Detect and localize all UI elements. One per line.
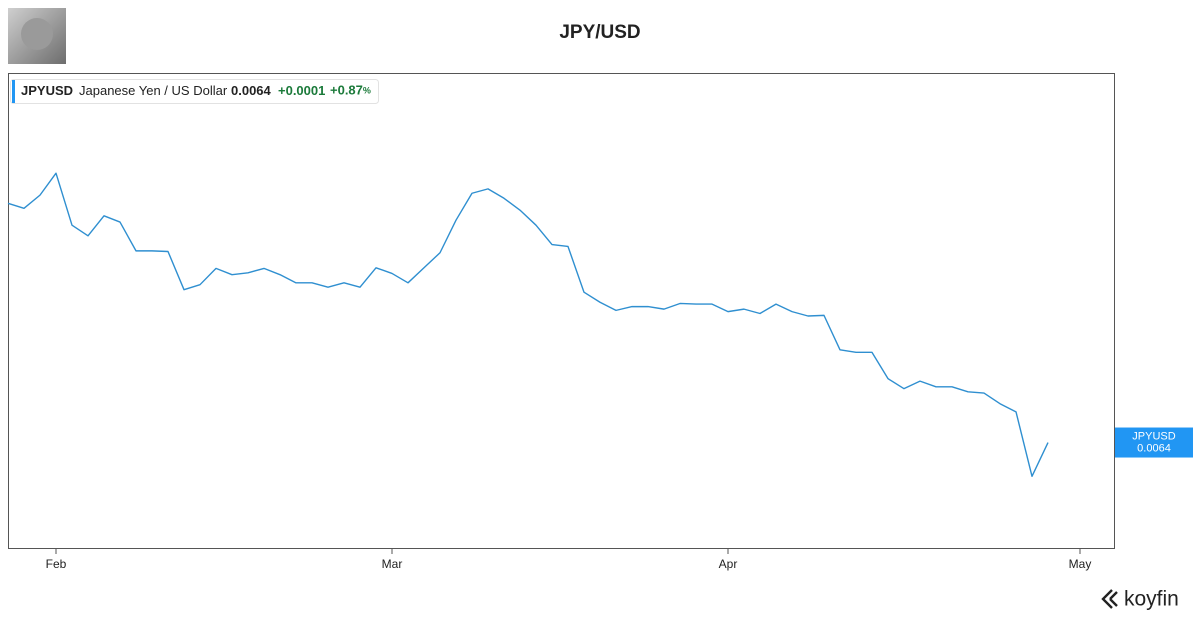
x-tick-label: Mar bbox=[382, 557, 403, 571]
legend-change: +0.0001 bbox=[278, 83, 325, 98]
legend-price: 0.0064 bbox=[231, 83, 272, 98]
last-price-tag-value: 0.0064 bbox=[1137, 442, 1171, 454]
legend-change-pct: +0.87% bbox=[330, 83, 371, 98]
brand-icon bbox=[1101, 589, 1118, 609]
price-line bbox=[7, 172, 1049, 478]
last-price-tag-name: JPYUSD bbox=[1132, 430, 1175, 442]
legend-box bbox=[10, 79, 379, 104]
legend-name: Japanese Yen / US Dollar bbox=[79, 83, 228, 98]
legend-pct-sign: % bbox=[363, 86, 371, 96]
legend: JPYUSD Japanese Yen / US Dollar 0.0064 +… bbox=[10, 79, 379, 104]
plot-frame bbox=[8, 73, 1115, 549]
x-tick-label: May bbox=[1069, 557, 1092, 571]
chart-title: JPY/USD bbox=[559, 22, 640, 43]
brand: koyfin bbox=[1101, 588, 1179, 611]
brand-name: koyfin bbox=[1124, 588, 1179, 611]
legend-change-pct-value: +0.87 bbox=[330, 83, 363, 98]
avatar-face bbox=[21, 18, 53, 50]
x-tick-label: Feb bbox=[46, 557, 67, 571]
legend-marker bbox=[12, 80, 15, 103]
legend-ticker: JPYUSD bbox=[21, 83, 73, 98]
x-tick-label: Apr bbox=[719, 557, 738, 571]
last-price-tag-box bbox=[1115, 427, 1193, 458]
